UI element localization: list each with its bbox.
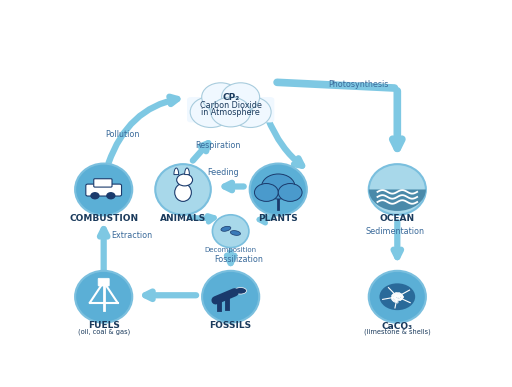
FancyBboxPatch shape [98,278,109,286]
Text: Feeding: Feeding [207,168,239,176]
Text: CaCO₃: CaCO₃ [382,322,413,330]
Ellipse shape [75,164,132,216]
Circle shape [262,174,295,199]
Circle shape [202,83,240,111]
Circle shape [208,86,253,120]
Text: FUELS: FUELS [88,321,120,330]
Wedge shape [369,190,426,211]
Text: Decomposition: Decomposition [205,247,257,253]
Text: Extraction: Extraction [112,231,153,240]
FancyBboxPatch shape [187,97,274,122]
Text: OCEAN: OCEAN [380,214,415,223]
Ellipse shape [212,215,249,248]
Circle shape [211,97,250,127]
Ellipse shape [230,231,241,235]
Text: COMBUSTION: COMBUSTION [69,214,138,223]
Text: Fossilization: Fossilization [214,255,263,264]
Ellipse shape [369,271,426,323]
Ellipse shape [221,226,231,231]
Text: Respiration: Respiration [195,141,240,150]
Text: CP₂: CP₂ [222,92,239,102]
Ellipse shape [75,271,132,323]
Text: Carbon Dioxide: Carbon Dioxide [200,101,262,110]
Ellipse shape [175,183,191,201]
Text: Pollution: Pollution [105,130,140,139]
Text: Sedimentation: Sedimentation [366,227,424,236]
FancyBboxPatch shape [86,184,121,196]
Circle shape [230,96,271,127]
Text: Photosynthesis: Photosynthesis [328,80,388,89]
Text: (oil, coal & gas): (oil, coal & gas) [77,328,130,335]
Ellipse shape [202,271,259,323]
Circle shape [254,183,279,201]
Text: ANIMALS: ANIMALS [160,214,206,223]
Circle shape [91,193,99,199]
Polygon shape [174,168,179,175]
Circle shape [222,83,260,111]
Circle shape [107,193,115,199]
Text: FOSSILS: FOSSILS [209,321,252,330]
Ellipse shape [250,164,307,216]
Text: in Atmosphere: in Atmosphere [201,108,260,117]
Circle shape [379,283,415,310]
Circle shape [279,183,302,201]
FancyBboxPatch shape [94,179,112,187]
Ellipse shape [155,164,211,215]
Text: (limestone & shells): (limestone & shells) [364,329,431,335]
Circle shape [177,174,193,186]
Ellipse shape [234,288,247,294]
Polygon shape [185,168,189,175]
Text: PLANTS: PLANTS [259,214,298,223]
Circle shape [190,96,231,127]
Ellipse shape [369,164,426,215]
